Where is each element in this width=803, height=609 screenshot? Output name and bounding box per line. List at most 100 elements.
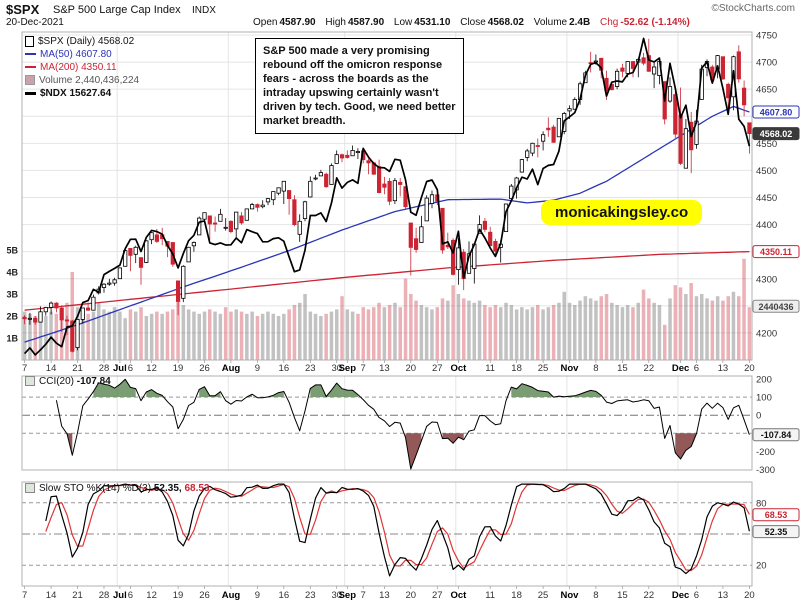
- svg-text:20: 20: [406, 363, 417, 374]
- legend-ndx: $NDX 15627.64: [25, 87, 139, 100]
- svg-text:4750: 4750: [756, 31, 777, 42]
- index-name: S&P 500 Large Cap Index: [53, 4, 181, 16]
- svg-text:25: 25: [538, 590, 549, 601]
- copyright: ©StockCharts.com: [711, 3, 795, 14]
- svg-text:23: 23: [305, 363, 316, 374]
- svg-text:27: 27: [432, 590, 443, 601]
- svg-text:22: 22: [644, 363, 655, 374]
- svg-text:11: 11: [485, 363, 495, 374]
- svg-text:1B: 1B: [6, 334, 18, 344]
- legend-ma200: MA(200) 4350.11: [25, 61, 139, 74]
- svg-text:13: 13: [379, 590, 390, 601]
- cci-label: CCI(20): [39, 376, 75, 387]
- svg-text:15: 15: [617, 590, 628, 601]
- svg-text:-200: -200: [756, 447, 775, 458]
- svg-text:9: 9: [255, 363, 260, 374]
- svg-text:4700: 4700: [756, 58, 777, 69]
- svg-text:28: 28: [99, 590, 110, 601]
- svg-text:9: 9: [255, 590, 260, 601]
- close-label: Close: [460, 17, 486, 28]
- svg-text:13: 13: [718, 590, 729, 601]
- sto-d-value: 68.53: [184, 483, 210, 494]
- ndx-line-icon: [25, 91, 36, 95]
- svg-text:20: 20: [744, 363, 755, 374]
- svg-text:7: 7: [22, 590, 27, 601]
- svg-text:27: 27: [432, 363, 443, 374]
- svg-text:80: 80: [756, 498, 767, 509]
- svg-text:13: 13: [379, 363, 390, 374]
- svg-text:8: 8: [593, 590, 598, 601]
- svg-text:4450: 4450: [756, 193, 777, 204]
- sto-legend: Slow STO %K(14) %D(3) 52.35, 68.53: [25, 483, 209, 494]
- panel-borders: [21, 31, 753, 587]
- svg-text:Sep: Sep: [339, 590, 357, 601]
- svg-text:18: 18: [511, 363, 522, 374]
- gridlines: [22, 32, 752, 586]
- ma50-line-icon: [25, 53, 36, 56]
- candles: [22, 38, 752, 353]
- ma50-line: [24, 105, 750, 343]
- low-value: 4531.10: [414, 17, 451, 28]
- svg-text:21: 21: [72, 590, 83, 601]
- cci-line: [55, 378, 750, 470]
- svg-text:28: 28: [99, 363, 110, 374]
- svg-text:6: 6: [128, 363, 133, 374]
- chg-label: Chg: [600, 17, 619, 28]
- legend-ma50: MA(50) 4607.80: [25, 48, 139, 61]
- svg-text:26: 26: [199, 590, 210, 601]
- svg-text:Jul: Jul: [113, 363, 127, 374]
- svg-text:18: 18: [511, 590, 522, 601]
- cci-value: -107.84: [76, 376, 111, 387]
- svg-text:Nov: Nov: [561, 590, 580, 601]
- svg-text:3B: 3B: [6, 290, 18, 300]
- svg-text:Nov: Nov: [561, 363, 580, 374]
- svg-text:8: 8: [593, 363, 598, 374]
- axis-labels: 4750470046504550450044504400430042504200…: [6, 31, 777, 602]
- svg-text:12: 12: [146, 363, 157, 374]
- cci-icon: [25, 376, 35, 387]
- indicator-guides: [22, 396, 752, 566]
- svg-text:26: 26: [199, 363, 210, 374]
- legend-volume: Volume 2,440,436,224: [25, 74, 139, 87]
- svg-text:2B: 2B: [6, 312, 18, 322]
- svg-text:2440436: 2440436: [758, 302, 793, 312]
- svg-text:7: 7: [22, 363, 27, 374]
- low-label: Low: [393, 17, 413, 28]
- svg-text:5B: 5B: [6, 246, 18, 256]
- svg-text:Dec: Dec: [672, 590, 689, 601]
- tick-marks: [24, 360, 750, 589]
- ndx-line: [23, 37, 751, 356]
- svg-text:4200: 4200: [756, 328, 777, 339]
- svg-text:Aug: Aug: [222, 590, 241, 601]
- cci-legend: CCI(20) -107.84: [25, 376, 111, 387]
- svg-text:30: 30: [331, 590, 342, 601]
- svg-text:4350.11: 4350.11: [760, 247, 792, 257]
- chart-date: 20-Dec-2021: [6, 17, 64, 28]
- svg-text:19: 19: [173, 590, 184, 601]
- svg-text:11: 11: [485, 590, 495, 601]
- svg-text:12: 12: [146, 590, 157, 601]
- sto-k-line: [45, 483, 750, 577]
- sto-k-value: 52.35,: [153, 483, 182, 494]
- svg-text:4550: 4550: [756, 139, 777, 150]
- svg-text:6: 6: [694, 363, 699, 374]
- open-value: 4587.90: [279, 17, 316, 28]
- svg-text:7: 7: [361, 590, 366, 601]
- high-value: 4587.90: [347, 17, 385, 28]
- svg-text:200: 200: [756, 375, 772, 386]
- svg-text:Aug: Aug: [222, 363, 241, 374]
- sto-icon: [25, 483, 35, 494]
- svg-text:68.53: 68.53: [765, 510, 788, 520]
- svg-text:20: 20: [744, 590, 755, 601]
- svg-text:22: 22: [644, 590, 655, 601]
- volume-bars: [22, 258, 752, 360]
- svg-text:21: 21: [72, 363, 83, 374]
- sto-d-line: [45, 483, 750, 572]
- svg-text:30: 30: [331, 363, 342, 374]
- ma200-line-icon: [25, 66, 36, 69]
- volume-label: Volume: [533, 17, 568, 28]
- symbol: $SPX: [6, 2, 40, 17]
- svg-text:23: 23: [305, 590, 316, 601]
- chg-value: -52.62 (-1.14%): [620, 17, 690, 28]
